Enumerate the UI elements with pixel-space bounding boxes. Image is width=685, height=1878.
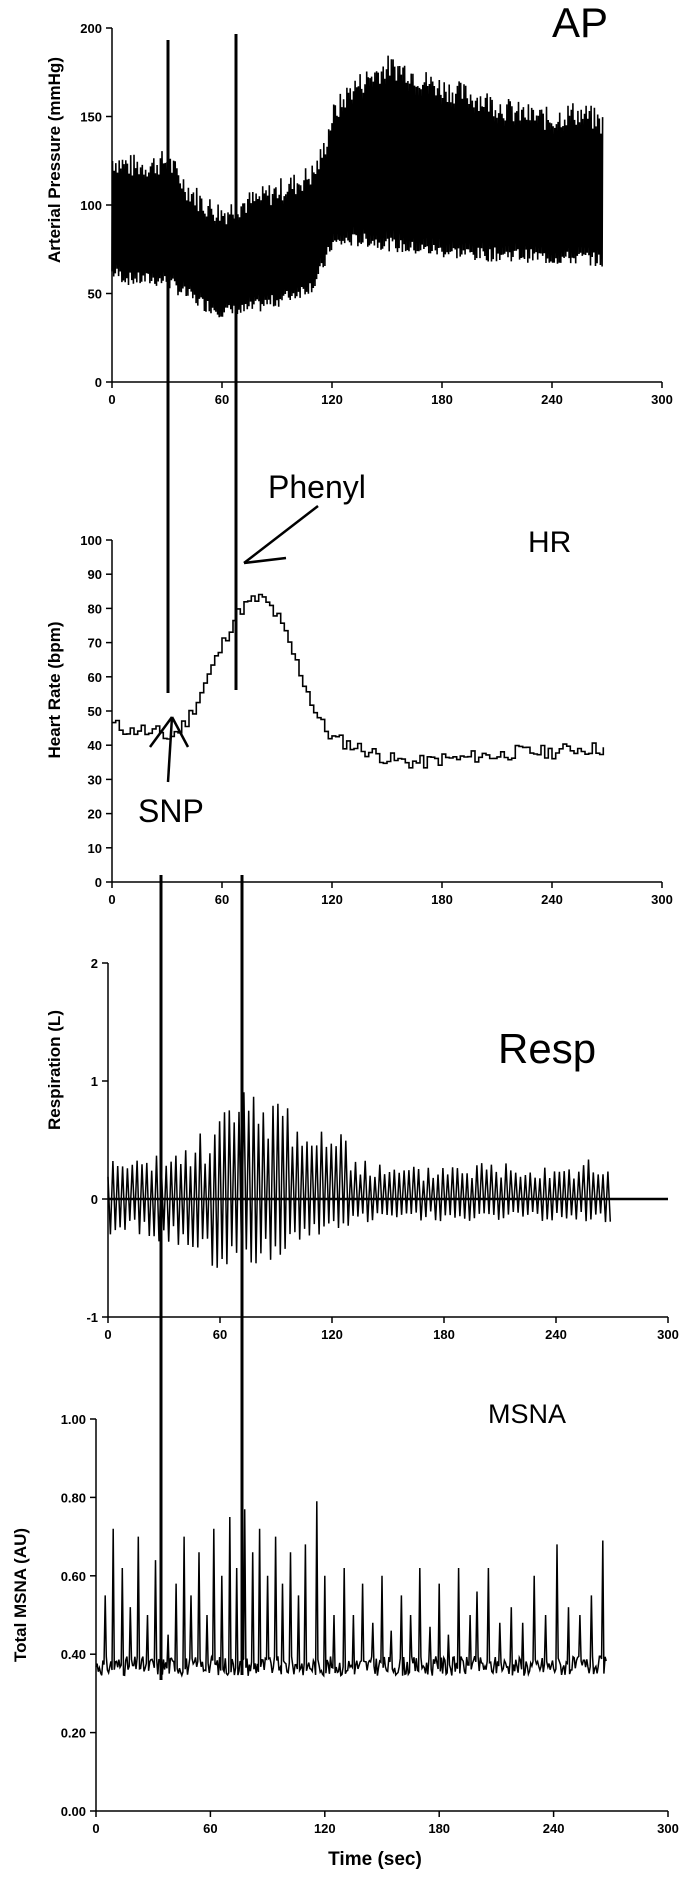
msna-y-axis-label: Total MSNA (AU) [11,1528,30,1662]
y-tick-label: 0.80 [61,1490,86,1505]
y-tick-label: 0.20 [61,1726,86,1741]
msna-title: MSNA [488,1399,566,1429]
x-tick-label: 120 [321,392,343,407]
x-tick-label: 0 [108,392,115,407]
x-tick-label: 120 [321,892,343,907]
msna-x-axis-label: Time (sec) [328,1849,422,1870]
msna-panel: MSNA Total MSNA (AU) Time (sec) 0.00 0.20… [11,1399,679,1870]
x-tick-label: 240 [541,392,563,407]
x-tick-label: 240 [545,1327,567,1342]
x-tick-label: 120 [321,1327,343,1342]
y-tick-label: 70 [88,636,102,651]
y-tick-label: 40 [88,738,102,753]
hr-series-line [112,593,605,769]
y-tick-label: -1 [86,1310,98,1325]
y-tick-label: 0 [95,875,102,890]
x-tick-label: 300 [657,1327,679,1342]
event-markers [159,34,244,1680]
phenyl-arrow-head [243,556,287,565]
y-tick-label: 20 [88,807,102,822]
y-tick-label: 0 [95,375,102,390]
y-tick-label: 60 [88,670,102,685]
snp-arrow-head2 [170,716,190,748]
x-tick-label: 0 [92,1821,99,1836]
x-tick-label: 180 [433,1327,455,1342]
y-tick-label: 0.00 [61,1804,86,1819]
hr-y-axis-label: Heart Rate (bpm) [45,622,64,759]
hr-title: HR [528,526,571,559]
x-tick-label: 60 [215,392,229,407]
resp-series-line [107,1092,612,1268]
y-tick-label: 2 [91,956,98,971]
x-tick-label: 120 [314,1821,336,1836]
y-tick-label: 0.40 [61,1647,86,1662]
x-tick-label: 240 [541,892,563,907]
phenyl-arrow [243,505,319,564]
x-tick-label: 300 [651,892,673,907]
y-tick-label: 100 [80,533,102,548]
x-tick-label: 0 [108,892,115,907]
x-tick-label: 60 [213,1327,227,1342]
y-tick-label: 1.00 [61,1412,86,1427]
annotation-phenyl: Phenyl [268,469,366,505]
ap-panel: AP Arterial Pressure (mmHg) 0 50 100 150 200… [45,0,673,407]
y-tick-label: 200 [80,21,102,36]
ap-series-line [111,55,604,318]
hr-panel: HR Heart Rate (bpm) 0 10 20 30 40 50 60 70 80 90 1… [45,469,673,907]
hr-plot: 0 10 20 30 40 50 60 70 80 90 100 0 60 120 180 240 300 [80,533,673,907]
y-tick-label: 80 [88,601,102,616]
snp-arrow-head [148,716,174,748]
ap-title: AP [552,0,608,46]
resp-title: Resp [498,1025,596,1072]
snp-arrow [166,716,174,783]
x-tick-label: 240 [543,1821,565,1836]
x-tick-label: 180 [428,1821,450,1836]
x-tick-label: 300 [657,1821,679,1836]
y-tick-label: 150 [80,110,102,125]
y-tick-label: 50 [88,287,102,302]
annotation-snp: SNP [138,793,204,829]
y-tick-label: 100 [80,198,102,213]
msna-plot: 0.00 0.20 0.40 0.60 0.80 1.00 0 60 120 180 240 300 [61,1412,679,1836]
ap-plot: 0 50 100 150 200 0 60 120 180 240 300 [80,21,673,407]
y-tick-label: 30 [88,772,102,787]
x-tick-label: 60 [215,892,229,907]
y-tick-label: 50 [88,704,102,719]
x-tick-label: 180 [431,892,453,907]
x-tick-label: 180 [431,392,453,407]
y-tick-label: 0.60 [61,1569,86,1584]
y-tick-label: 0 [91,1192,98,1207]
y-tick-label: 90 [88,567,102,582]
x-tick-label: 0 [104,1327,111,1342]
y-tick-label: 10 [88,841,102,856]
ap-y-axis-label: Arterial Pressure (mmHg) [45,57,64,263]
x-tick-label: 60 [203,1821,217,1836]
msna-series-line [95,1501,607,1678]
y-tick-label: 1 [91,1074,98,1089]
x-tick-label: 300 [651,392,673,407]
resp-y-axis-label: Respiration (L) [45,1010,64,1130]
